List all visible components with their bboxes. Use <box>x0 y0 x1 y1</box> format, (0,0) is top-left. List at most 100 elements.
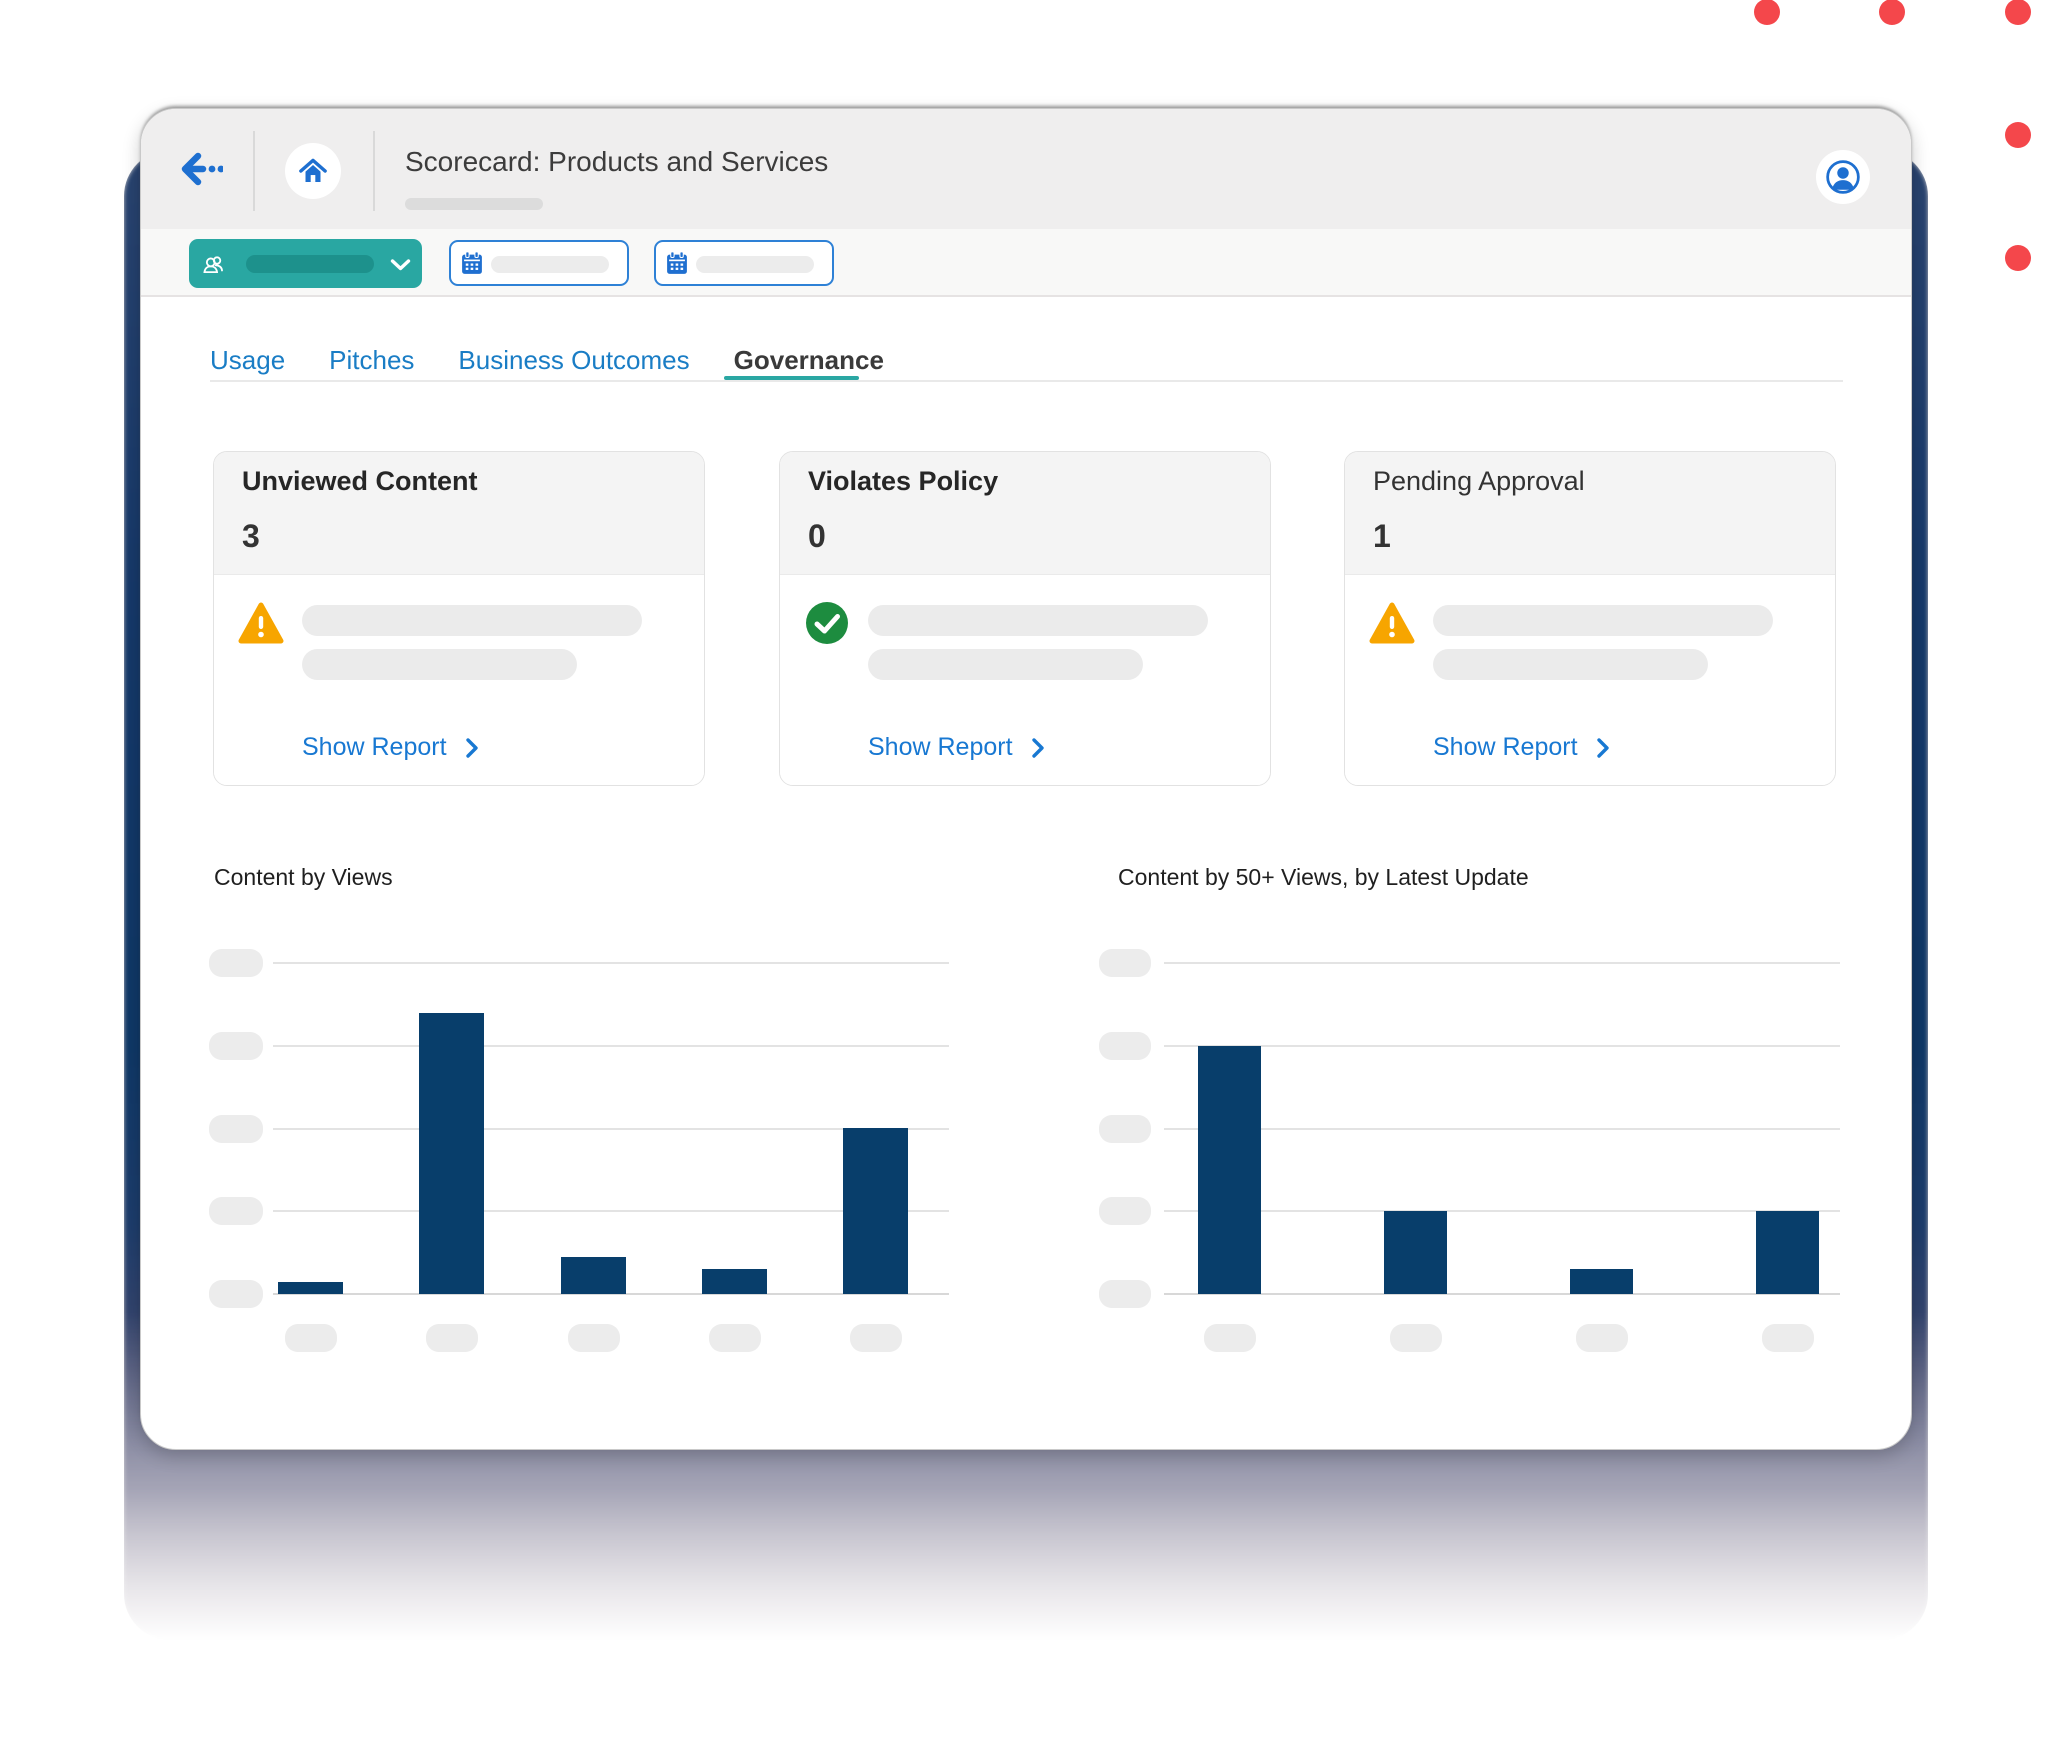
tab-bar: Usage Pitches Business Outcomes Governan… <box>210 345 884 376</box>
show-report-label: Show Report <box>868 733 1013 761</box>
calendar-icon <box>667 251 687 274</box>
audience-select[interactable] <box>189 239 422 288</box>
header-divider <box>253 131 255 211</box>
gridline <box>1164 1210 1840 1213</box>
gridline <box>273 1044 949 1047</box>
decor-dot <box>2005 0 2031 25</box>
text-placeholder <box>302 649 577 680</box>
chevron-down-icon <box>390 259 411 271</box>
select-value-placeholder <box>246 255 374 273</box>
chart-title-latest-update: Content by 50+ Views, by Latest Update <box>1118 864 1529 890</box>
end-date-input[interactable] <box>654 240 834 286</box>
card-pending-approval: Pending Approval 1 Show Report <box>1344 451 1836 786</box>
x-axis-line <box>1164 1293 1840 1295</box>
y-tick-placeholder <box>1099 1197 1151 1226</box>
decor-dot <box>1879 0 1905 25</box>
tab-usage[interactable]: Usage <box>210 345 286 375</box>
card-title: Violates Policy <box>808 466 999 496</box>
gridline <box>1164 1127 1840 1130</box>
y-tick-placeholder <box>209 1280 263 1308</box>
x-tick-placeholder <box>1389 1324 1442 1352</box>
x-tick-placeholder <box>708 1324 761 1352</box>
warning-triangle-icon <box>238 602 284 644</box>
x-tick-placeholder <box>425 1324 478 1352</box>
bar <box>278 1282 343 1294</box>
bar <box>1384 1211 1447 1294</box>
bar <box>419 1013 484 1294</box>
x-axis-line <box>273 1293 949 1295</box>
active-tab-underline <box>724 376 859 380</box>
show-report-label: Show Report <box>302 733 447 761</box>
text-placeholder <box>302 605 642 636</box>
chevron-right-icon <box>1031 737 1044 758</box>
y-tick-placeholder <box>1099 949 1151 977</box>
back-button[interactable] <box>179 151 225 187</box>
filter-bar <box>141 229 1911 297</box>
card-body: Show Report <box>1345 575 1835 785</box>
x-tick-placeholder <box>284 1324 337 1352</box>
bar-chart-content-latest-update <box>1099 949 1844 1367</box>
card-title: Unviewed Content <box>242 466 478 496</box>
y-tick-placeholder <box>209 1197 263 1226</box>
app-window: Scorecard: Products and Services <box>140 108 1912 1450</box>
bar <box>561 1257 626 1294</box>
card-unviewed-content: Unviewed Content 3 Show Report <box>213 451 705 786</box>
tab-business-outcomes[interactable]: Business Outcomes <box>458 345 690 375</box>
show-report-link[interactable]: Show Report <box>302 733 479 762</box>
bar-chart-content-by-views <box>209 949 954 1367</box>
decor-dot <box>2005 245 2031 271</box>
text-placeholder <box>1433 605 1773 636</box>
check-circle-icon <box>806 602 848 644</box>
card-title: Pending Approval <box>1373 466 1585 496</box>
subtitle-placeholder <box>405 198 543 210</box>
tab-pitches[interactable]: Pitches <box>329 345 415 375</box>
y-tick-placeholder <box>1099 1280 1151 1308</box>
date-value-placeholder <box>696 256 814 273</box>
tab-divider <box>210 380 1843 382</box>
warning-triangle-icon <box>1369 602 1415 644</box>
card-value: 3 <box>242 518 260 554</box>
y-tick-placeholder <box>1099 1114 1151 1143</box>
y-tick-placeholder <box>209 949 263 977</box>
card-value: 0 <box>808 518 826 554</box>
bar <box>702 1269 767 1294</box>
decor-dot <box>2005 122 2031 148</box>
gridline <box>1164 1044 1840 1047</box>
card-violates-policy: Violates Policy 0 Show Report <box>779 451 1271 786</box>
text-placeholder <box>868 605 1208 636</box>
date-value-placeholder <box>491 256 609 273</box>
card-value: 1 <box>1373 518 1391 554</box>
y-tick-placeholder <box>209 1114 263 1143</box>
bar <box>1570 1269 1633 1294</box>
text-placeholder <box>1433 649 1708 680</box>
person-circle-icon <box>1826 160 1860 194</box>
user-avatar-button[interactable] <box>1816 150 1870 204</box>
x-tick-placeholder <box>1575 1324 1628 1352</box>
chevron-right-icon <box>465 737 478 758</box>
back-arrow-icon <box>181 152 207 186</box>
bar <box>1756 1211 1819 1294</box>
bar <box>1198 1046 1261 1294</box>
card-header: Violates Policy 0 <box>780 452 1270 575</box>
show-report-link[interactable]: Show Report <box>1433 733 1610 762</box>
gridline <box>273 962 949 964</box>
header-divider <box>373 131 375 211</box>
page-title: Scorecard: Products and Services <box>405 146 829 177</box>
show-report-link[interactable]: Show Report <box>868 733 1045 762</box>
x-tick-placeholder <box>849 1324 902 1352</box>
x-tick-placeholder <box>567 1324 620 1352</box>
gridline <box>273 1210 949 1213</box>
gridline <box>273 1127 949 1130</box>
bar <box>843 1128 908 1294</box>
gridline <box>1164 962 1840 964</box>
chart-title-views: Content by Views <box>214 864 393 890</box>
card-header: Pending Approval 1 <box>1345 452 1835 575</box>
text-placeholder <box>868 649 1143 680</box>
home-button[interactable] <box>285 143 341 199</box>
x-tick-placeholder <box>1761 1324 1814 1352</box>
card-body: Show Report <box>214 575 704 785</box>
start-date-input[interactable] <box>449 240 629 286</box>
people-group-icon <box>203 256 223 274</box>
decor-dot <box>1754 0 1780 25</box>
tab-governance[interactable]: Governance <box>733 345 884 375</box>
